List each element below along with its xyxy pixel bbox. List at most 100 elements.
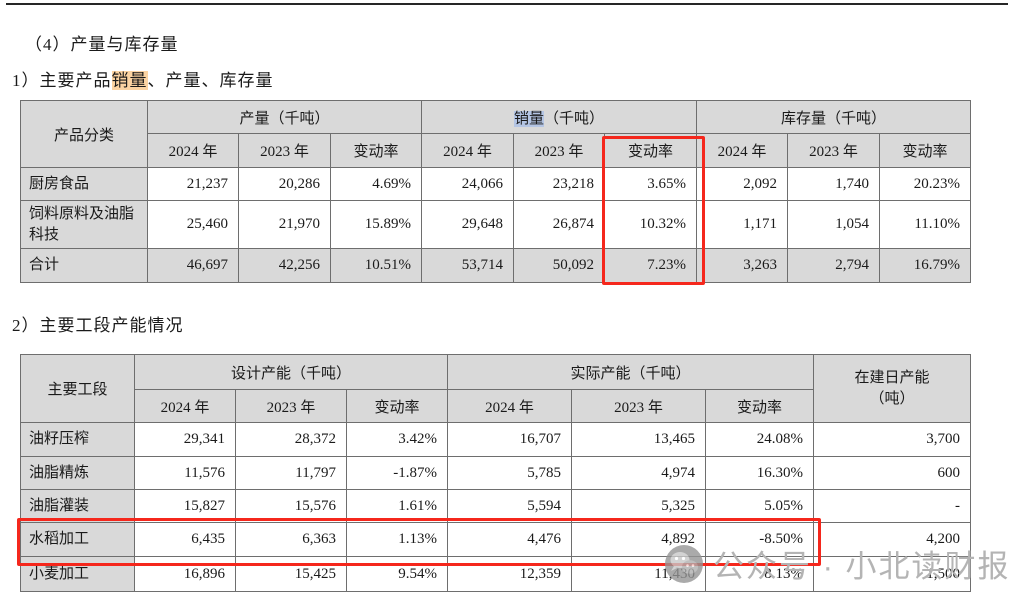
- row-label: 油籽压榨: [20, 422, 135, 457]
- table1-sales-year-2024: 2024 年: [421, 133, 514, 168]
- cell: 5,594: [447, 489, 572, 523]
- table1-sales-change: 变动率: [603, 133, 698, 168]
- table2-group-under-construction: 在建日产能 （吨）: [813, 354, 971, 423]
- cell: 4.69%: [330, 167, 422, 201]
- cell: 29,341: [134, 422, 236, 457]
- table1-corner-header: 产品分类: [20, 100, 148, 168]
- cell: 1,054: [787, 200, 881, 249]
- cell: 10.32%: [603, 200, 698, 249]
- cell: 11,576: [134, 456, 236, 490]
- row-label: 油脂灌装: [20, 489, 135, 523]
- cell: 9.54%: [346, 556, 448, 592]
- table1-inv-change: 变动率: [879, 133, 972, 168]
- cell: 3.42%: [346, 422, 448, 457]
- cell: 3,700: [813, 422, 971, 457]
- subsection1-prefix: 1）主要产品: [12, 71, 112, 90]
- cell: 25,460: [147, 200, 239, 249]
- sales-term-highlight-orange: 销量: [111, 71, 148, 90]
- cell: 600: [813, 456, 971, 490]
- cell: 20,286: [238, 167, 331, 201]
- cell: 5.05%: [705, 489, 814, 523]
- cell: 11,797: [235, 456, 347, 490]
- cell: 21,970: [238, 200, 331, 249]
- cell: 1.61%: [346, 489, 448, 523]
- cell: 24,066: [421, 167, 514, 201]
- cell: 4,476: [447, 522, 572, 557]
- capacity-table: 主要工段 设计产能（千吨） 实际产能（千吨） 在建日产能 （吨） 2024 年 …: [20, 354, 971, 592]
- table2-actual-year-2023: 2023 年: [571, 389, 706, 423]
- cell: 21,237: [147, 167, 239, 201]
- cell: 5,785: [447, 456, 572, 490]
- table2-design-change: 变动率: [346, 389, 448, 423]
- table2-corner-header: 主要工段: [20, 354, 135, 423]
- cell: 2,794: [787, 248, 881, 283]
- subsection-heading-1: 1）主要产品销量、产量、库存量: [12, 66, 274, 91]
- cell: 53,714: [421, 248, 514, 283]
- watermark: 公众号 · 小北读财报: [664, 541, 1011, 586]
- table-row-oilseed-pressing: 油籽压榨 29,341 28,372 3.42% 16,707 13,465 2…: [20, 422, 971, 457]
- table-row-wheat-processing: 小麦加工 16,896 15,425 9.54% 12,359 11,430 8…: [20, 556, 971, 592]
- table2-group-actual-capacity: 实际产能（千吨）: [447, 354, 814, 390]
- cell: 4,974: [571, 456, 706, 490]
- cell: 13,465: [571, 422, 706, 457]
- cell: 16,896: [134, 556, 236, 592]
- table-row-oil-refining: 油脂精炼 11,576 11,797 -1.87% 5,785 4,974 16…: [20, 456, 971, 490]
- table1-sales-year-2023: 2023 年: [513, 133, 605, 168]
- table-row-kitchen-food: 厨房食品 21,237 20,286 4.69% 24,066 23,218 3…: [20, 167, 972, 201]
- sales-unit-label: （千吨）: [544, 110, 605, 127]
- table-row-feed-oil-tech: 饲料原料及油脂科技 25,460 21,970 15.89% 29,648 26…: [20, 200, 972, 249]
- cell: 4,200: [813, 522, 971, 557]
- cell: 8.13%: [705, 556, 814, 592]
- cell: 12,359: [447, 556, 572, 592]
- watermark-text: 公众号 · 小北读财报: [713, 549, 1011, 584]
- row-label: 厨房食品: [20, 167, 148, 201]
- cell: 2,092: [696, 167, 789, 201]
- table2-actual-change: 变动率: [705, 389, 814, 423]
- cell: 5,325: [571, 489, 706, 523]
- cell: 11.10%: [879, 200, 972, 249]
- cell: 3,263: [696, 248, 789, 283]
- cell: 26,874: [513, 200, 605, 249]
- section-heading-4: （4）产量与库存量: [25, 35, 179, 54]
- table2-actual-year-2024: 2024 年: [447, 389, 572, 423]
- table-row-rice-processing: 水稻加工 6,435 6,363 1.13% 4,476 4,892 -8.50…: [20, 522, 971, 557]
- wechat-icon: [665, 544, 703, 583]
- cell: 10.51%: [330, 248, 422, 283]
- row-label: 饲料原料及油脂科技: [20, 200, 148, 249]
- cell: 15,425: [235, 556, 347, 592]
- row-label: 水稻加工: [20, 522, 135, 557]
- cell: 42,256: [238, 248, 331, 283]
- cell: 1,171: [696, 200, 789, 249]
- cell: 24.08%: [705, 422, 814, 457]
- cell: 16.79%: [879, 248, 972, 283]
- cell: 1,740: [787, 167, 881, 201]
- cell: 15,827: [134, 489, 236, 523]
- cell: 29,648: [421, 200, 514, 249]
- sales-term-highlight-blue: 销量: [513, 110, 544, 127]
- row-label: 合计: [20, 248, 148, 283]
- cell: 50,092: [513, 248, 605, 283]
- subsection1-suffix: 、产量、库存量: [147, 71, 274, 90]
- cell: 23,218: [513, 167, 605, 201]
- cell: 7.23%: [603, 248, 698, 283]
- page-top-divider: [6, 3, 1008, 5]
- subsection-heading-2: 2）主要工段产能情况: [12, 316, 184, 335]
- cell: -: [813, 489, 971, 523]
- cell: 15,576: [235, 489, 347, 523]
- table2-design-year-2023: 2023 年: [235, 389, 347, 423]
- cell: 1,500: [813, 556, 971, 592]
- cell: 15.89%: [330, 200, 422, 249]
- row-label: 小麦加工: [20, 556, 135, 592]
- cell: 46,697: [147, 248, 239, 283]
- table1-inv-year-2023: 2023 年: [787, 133, 881, 168]
- table2-group-design-capacity: 设计产能（千吨）: [134, 354, 448, 390]
- cell: 16,707: [447, 422, 572, 457]
- cell: -1.87%: [346, 456, 448, 490]
- cell: 28,372: [235, 422, 347, 457]
- cell: 1.13%: [346, 522, 448, 557]
- cell: 16.30%: [705, 456, 814, 490]
- table1-group-inventory: 库存量（千吨）: [696, 100, 972, 134]
- cell: -8.50%: [705, 522, 814, 557]
- table1-group-sales: 销量（千吨）: [420, 100, 698, 134]
